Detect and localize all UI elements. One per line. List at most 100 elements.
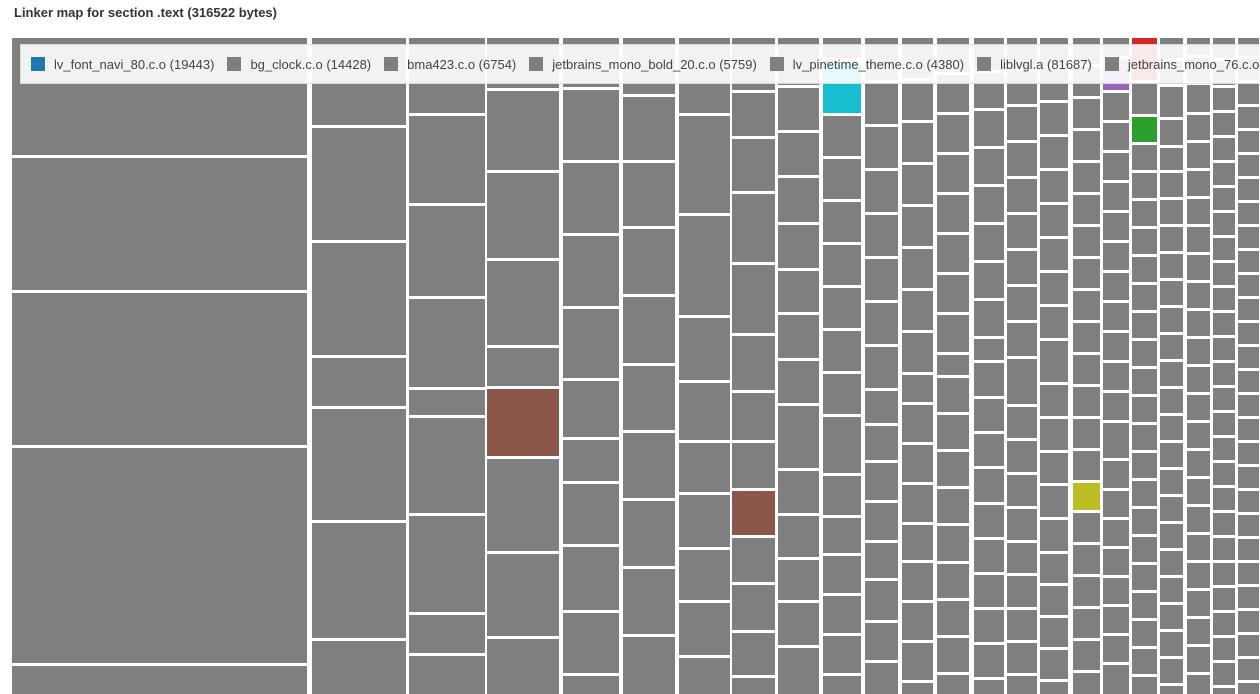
treemap-cell[interactable] bbox=[1187, 199, 1210, 224]
treemap-cell[interactable] bbox=[1160, 551, 1183, 575]
treemap-cell[interactable] bbox=[409, 418, 485, 513]
treemap-cell[interactable] bbox=[1103, 491, 1129, 517]
treemap-cell[interactable] bbox=[778, 406, 819, 468]
treemap-cell[interactable] bbox=[1238, 659, 1259, 680]
treemap-cell[interactable] bbox=[902, 123, 933, 162]
treemap-cell[interactable] bbox=[1238, 323, 1259, 344]
treemap-cell[interactable] bbox=[1103, 636, 1129, 662]
treemap-cell[interactable] bbox=[1040, 682, 1068, 694]
treemap-cell[interactable] bbox=[1103, 273, 1129, 300]
treemap-cell[interactable] bbox=[937, 452, 969, 486]
treemap-cell[interactable] bbox=[1073, 99, 1100, 128]
treemap-cell[interactable] bbox=[937, 415, 969, 449]
treemap-cell[interactable] bbox=[1160, 200, 1183, 224]
treemap-cell[interactable] bbox=[679, 318, 730, 380]
treemap-cell[interactable] bbox=[902, 603, 933, 640]
treemap-cell[interactable] bbox=[902, 249, 933, 288]
treemap-cell[interactable] bbox=[974, 301, 1004, 336]
treemap-cell[interactable] bbox=[312, 128, 406, 240]
treemap-cell[interactable] bbox=[902, 683, 933, 694]
treemap-cell[interactable] bbox=[1213, 463, 1235, 485]
treemap-cell[interactable] bbox=[937, 564, 969, 598]
treemap-cell[interactable] bbox=[1103, 665, 1129, 694]
treemap-cell[interactable] bbox=[1007, 475, 1037, 506]
treemap-cell[interactable] bbox=[1160, 254, 1183, 278]
treemap-cell[interactable] bbox=[1040, 554, 1068, 583]
treemap-cell[interactable] bbox=[1238, 635, 1259, 656]
treemap-cell[interactable] bbox=[1007, 441, 1037, 472]
treemap-cell[interactable] bbox=[1007, 610, 1037, 640]
treemap-cell[interactable] bbox=[1132, 481, 1157, 506]
treemap-cell[interactable] bbox=[1187, 675, 1210, 694]
treemap-cell[interactable] bbox=[1238, 347, 1259, 368]
treemap-cell[interactable] bbox=[1160, 173, 1183, 197]
treemap-cell[interactable] bbox=[937, 235, 969, 272]
treemap-cell[interactable] bbox=[1132, 117, 1157, 142]
treemap-cell[interactable] bbox=[1040, 586, 1068, 615]
treemap-cell[interactable] bbox=[679, 116, 730, 213]
treemap-cell[interactable] bbox=[902, 333, 933, 372]
treemap-cell[interactable] bbox=[623, 163, 675, 226]
treemap-cell[interactable] bbox=[974, 469, 1004, 502]
treemap-cell[interactable] bbox=[1238, 539, 1259, 560]
treemap-cell[interactable] bbox=[1213, 638, 1235, 660]
treemap-cell[interactable] bbox=[1040, 171, 1068, 202]
treemap-cell[interactable] bbox=[1187, 479, 1210, 504]
treemap-cell[interactable] bbox=[12, 158, 307, 290]
treemap-cell[interactable] bbox=[823, 331, 861, 371]
treemap-cell[interactable] bbox=[1213, 263, 1235, 285]
treemap-cell[interactable] bbox=[732, 538, 775, 582]
treemap-cell[interactable] bbox=[1040, 520, 1068, 551]
treemap-cell[interactable] bbox=[1132, 257, 1157, 282]
treemap-cell[interactable] bbox=[1073, 131, 1100, 160]
treemap-cell[interactable] bbox=[563, 381, 619, 437]
treemap-cell[interactable] bbox=[1132, 565, 1157, 590]
treemap-cell[interactable] bbox=[1103, 243, 1129, 270]
treemap-cell[interactable] bbox=[1213, 163, 1235, 185]
treemap-cell[interactable] bbox=[937, 315, 969, 352]
treemap-cell[interactable] bbox=[823, 417, 861, 473]
treemap-cell[interactable] bbox=[1213, 663, 1235, 685]
treemap-cell[interactable] bbox=[1238, 131, 1259, 152]
treemap-cell[interactable] bbox=[902, 81, 933, 120]
treemap-cell[interactable] bbox=[12, 448, 307, 663]
treemap-cell[interactable] bbox=[1213, 338, 1235, 360]
treemap-cell[interactable] bbox=[865, 463, 898, 500]
treemap-cell[interactable] bbox=[1213, 138, 1235, 160]
treemap-cell[interactable] bbox=[563, 676, 619, 694]
treemap-cell[interactable] bbox=[1073, 291, 1100, 320]
treemap-cell[interactable] bbox=[1132, 341, 1157, 366]
treemap-cell[interactable] bbox=[409, 615, 485, 653]
treemap-cell[interactable] bbox=[1073, 227, 1100, 256]
treemap-cell[interactable] bbox=[1160, 281, 1183, 305]
treemap-cell[interactable] bbox=[1187, 395, 1210, 420]
treemap-cell[interactable] bbox=[1238, 491, 1259, 512]
treemap-cell[interactable] bbox=[974, 111, 1004, 146]
treemap-cell[interactable] bbox=[1103, 363, 1129, 390]
treemap-cell[interactable] bbox=[1073, 323, 1100, 352]
treemap-cell[interactable] bbox=[1132, 453, 1157, 478]
treemap-cell[interactable] bbox=[12, 666, 307, 694]
treemap-cell[interactable] bbox=[487, 639, 559, 694]
treemap-cell[interactable] bbox=[778, 88, 819, 130]
treemap-cell[interactable] bbox=[902, 405, 933, 442]
treemap-cell[interactable] bbox=[1103, 393, 1129, 420]
treemap-cell[interactable] bbox=[563, 309, 619, 378]
treemap-cell[interactable] bbox=[974, 263, 1004, 298]
treemap-cell[interactable] bbox=[1073, 451, 1100, 480]
treemap-cell[interactable] bbox=[409, 299, 485, 387]
treemap-cell[interactable] bbox=[409, 116, 485, 203]
treemap-cell[interactable] bbox=[974, 645, 1004, 677]
treemap-cell[interactable] bbox=[563, 547, 619, 610]
treemap-cell[interactable] bbox=[974, 363, 1004, 396]
treemap-cell[interactable] bbox=[1073, 195, 1100, 224]
treemap-cell[interactable] bbox=[1103, 153, 1129, 180]
treemap-cell[interactable] bbox=[1213, 313, 1235, 335]
treemap-cell[interactable] bbox=[1073, 609, 1100, 638]
treemap-cell[interactable] bbox=[778, 271, 819, 312]
treemap-cell[interactable] bbox=[1132, 229, 1157, 254]
treemap-cell[interactable] bbox=[1213, 538, 1235, 560]
treemap-cell[interactable] bbox=[823, 245, 861, 285]
treemap-cell[interactable] bbox=[823, 116, 861, 156]
treemap-cell[interactable] bbox=[732, 443, 775, 488]
